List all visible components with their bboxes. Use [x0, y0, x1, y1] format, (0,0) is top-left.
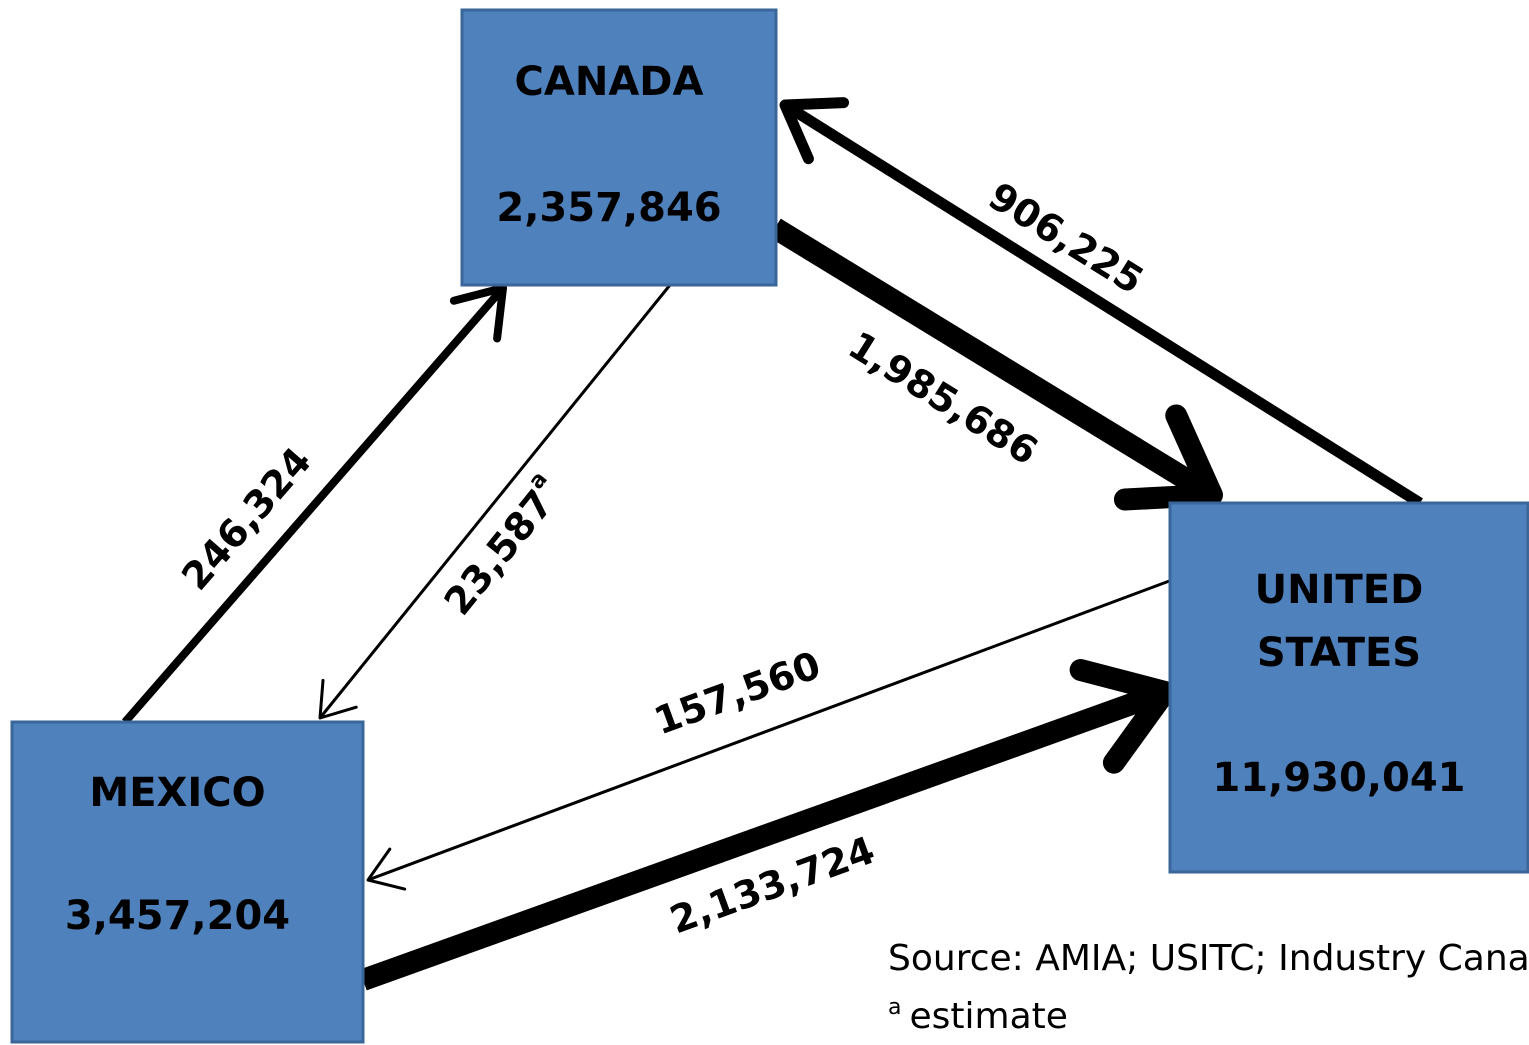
- edge-label: 1,985,686: [841, 323, 1046, 474]
- edge-value: 1,985,686: [841, 323, 1046, 474]
- node-value: 11,930,041: [1212, 755, 1465, 801]
- node-box: [460, 8, 778, 287]
- arrowhead: [779, 97, 850, 165]
- edge-line: [782, 100, 1423, 508]
- arrowhead: [366, 847, 407, 891]
- footnote-text: estimate: [909, 996, 1067, 1037]
- node-label: MEXICO: [89, 770, 265, 816]
- edge-line: [318, 284, 672, 719]
- arrowhead: [1113, 404, 1223, 511]
- arrowhead: [318, 678, 358, 720]
- source: Source: AMIA; USITC; Industry Canada: [888, 938, 1529, 979]
- edge-line: [121, 285, 507, 725]
- node-box: [10, 720, 365, 1044]
- footnote: a estimate: [888, 995, 1068, 1037]
- node-label: UNITED STATES: [1255, 567, 1424, 676]
- node-label-line: STATES: [1257, 630, 1421, 676]
- edge-line: [769, 218, 1218, 505]
- edge-label: 157,560: [648, 642, 826, 743]
- node-label-line: UNITED: [1255, 567, 1424, 613]
- edge-line: [359, 681, 1169, 991]
- node-value: 3,457,204: [65, 893, 290, 939]
- edge-line: [367, 578, 1173, 882]
- arrowhead: [449, 284, 507, 343]
- footnote-mark: a: [888, 995, 901, 1020]
- edge-value: 157,560: [648, 642, 826, 743]
- node-label: CANADA: [515, 59, 704, 105]
- node-box: [1168, 501, 1529, 874]
- edge-label: 23,587a: [432, 467, 571, 623]
- arrowhead: [1069, 658, 1176, 774]
- node-value: 2,357,846: [496, 185, 721, 231]
